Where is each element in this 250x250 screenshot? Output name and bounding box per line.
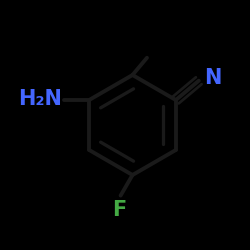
Text: N: N [204,68,222,88]
Text: F: F [112,200,126,220]
Text: H₂N: H₂N [18,89,62,109]
